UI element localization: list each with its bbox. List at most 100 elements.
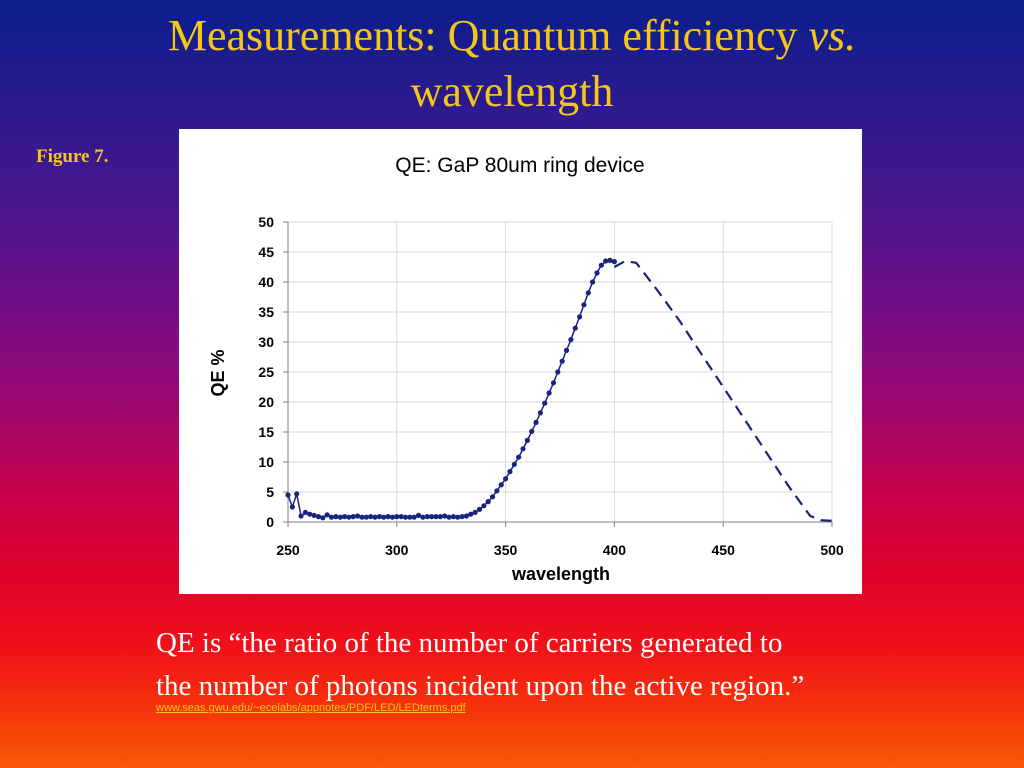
- data-point: [594, 270, 600, 276]
- data-point: [429, 514, 435, 520]
- x-tick-label: 300: [385, 542, 409, 558]
- y-tick-label: 5: [266, 484, 274, 500]
- data-point: [381, 514, 387, 520]
- data-point: [598, 262, 604, 268]
- slide-title: Measurements: Quantum efficiency vs. wav…: [0, 8, 1024, 120]
- y-tick-label: 35: [258, 304, 274, 320]
- data-point: [498, 482, 504, 488]
- data-point: [355, 513, 361, 519]
- data-point: [433, 514, 439, 520]
- data-point: [420, 514, 426, 520]
- chart-title: QE: GaP 80um ring device: [395, 154, 644, 177]
- data-point: [350, 514, 356, 520]
- data-point: [455, 514, 461, 520]
- data-point: [389, 514, 396, 520]
- data-point: [285, 492, 291, 498]
- data-point: [402, 514, 409, 520]
- data-point: [411, 514, 417, 520]
- data-point: [320, 515, 326, 521]
- y-tick-label: 0: [266, 514, 274, 530]
- data-point: [376, 514, 382, 520]
- data-point: [463, 513, 470, 519]
- data-point: [563, 347, 570, 353]
- data-point: [363, 514, 369, 520]
- title-italic: vs.: [808, 11, 857, 60]
- data-point: [489, 494, 496, 500]
- y-tick-label: 40: [258, 274, 274, 290]
- data-point: [494, 488, 500, 494]
- data-point: [476, 506, 483, 512]
- y-axis-label: QE %: [208, 349, 228, 396]
- data-point: [472, 509, 478, 515]
- data-point: [437, 514, 443, 520]
- data-point: [394, 514, 400, 520]
- data-point: [468, 511, 474, 517]
- data-point: [533, 419, 539, 425]
- x-tick-label: 450: [712, 542, 736, 558]
- data-point: [555, 369, 561, 375]
- data-point: [507, 469, 513, 475]
- data-point: [568, 337, 574, 343]
- data-point: [581, 302, 587, 308]
- qe-chart: QE: GaP 80um ring device 0 5 10 15 20 25 30 35 4…: [208, 154, 844, 584]
- data-point: [542, 400, 548, 406]
- data-point: [537, 410, 544, 416]
- x-tick-label: 350: [494, 542, 518, 558]
- y-tick-label: 50: [258, 214, 274, 230]
- title-main: Measurements: Quantum efficiency: [167, 11, 809, 60]
- data-point: [603, 258, 609, 264]
- data-point: [481, 503, 487, 509]
- y-tick-label: 15: [258, 424, 274, 440]
- data-point: [337, 514, 343, 520]
- data-point: [333, 514, 339, 520]
- data-point: [550, 380, 557, 386]
- data-point: [442, 513, 448, 519]
- data-point: [590, 279, 596, 285]
- data-point: [415, 512, 422, 518]
- y-tick-label: 10: [258, 454, 274, 470]
- data-point: [346, 514, 352, 520]
- y-tick-label: 45: [258, 244, 274, 260]
- data-point: [576, 314, 583, 320]
- chart-panel: QE: GaP 80um ring device 0 5 10 15 20 25 30 35 4…: [179, 129, 862, 594]
- data-point: [485, 499, 491, 505]
- y-tick-label: 30: [258, 334, 274, 350]
- data-point: [372, 514, 378, 520]
- data-point: [359, 514, 365, 520]
- title-line2: wavelength: [410, 67, 614, 116]
- figure-label: Figure 7.: [36, 146, 109, 167]
- data-point: [307, 511, 313, 517]
- data-point: [294, 491, 300, 497]
- data-point: [607, 257, 613, 263]
- chart-ticks: 0 5 10 15 20 25 30 35 40 45 50 250 300 350 400 450 500: [258, 214, 843, 558]
- y-tick-label: 25: [258, 364, 274, 380]
- data-point: [289, 504, 295, 510]
- data-point: [503, 476, 509, 482]
- data-point: [446, 514, 452, 520]
- x-tick-label: 500: [820, 542, 844, 558]
- data-point: [385, 514, 391, 520]
- data-point: [459, 514, 465, 520]
- data-point: [559, 358, 565, 364]
- data-point: [524, 437, 530, 443]
- data-point: [520, 446, 526, 452]
- x-tick-label: 250: [276, 542, 300, 558]
- data-point: [585, 290, 591, 296]
- definition-line-1: QE is “the ratio of the number of carrie…: [156, 627, 783, 659]
- measured-series-line: [287, 259, 615, 519]
- data-point: [424, 514, 430, 520]
- data-point: [311, 512, 317, 518]
- data-point: [546, 390, 552, 396]
- data-point: [529, 428, 535, 434]
- data-point: [298, 513, 304, 519]
- definition-line-2: the number of photons incident upon the …: [156, 670, 805, 702]
- data-point: [398, 514, 404, 520]
- source-link[interactable]: www.seas.gwu.edu/~ecelabs/appnotes/PDF/L…: [156, 702, 466, 714]
- data-point: [302, 509, 309, 515]
- data-point: [572, 325, 578, 331]
- data-point: [315, 514, 322, 520]
- data-point: [611, 259, 617, 265]
- qe-definition: QE is “the ratio of the number of carrie…: [156, 622, 996, 708]
- x-axis-label: wavelength: [511, 564, 610, 584]
- data-point: [511, 461, 517, 467]
